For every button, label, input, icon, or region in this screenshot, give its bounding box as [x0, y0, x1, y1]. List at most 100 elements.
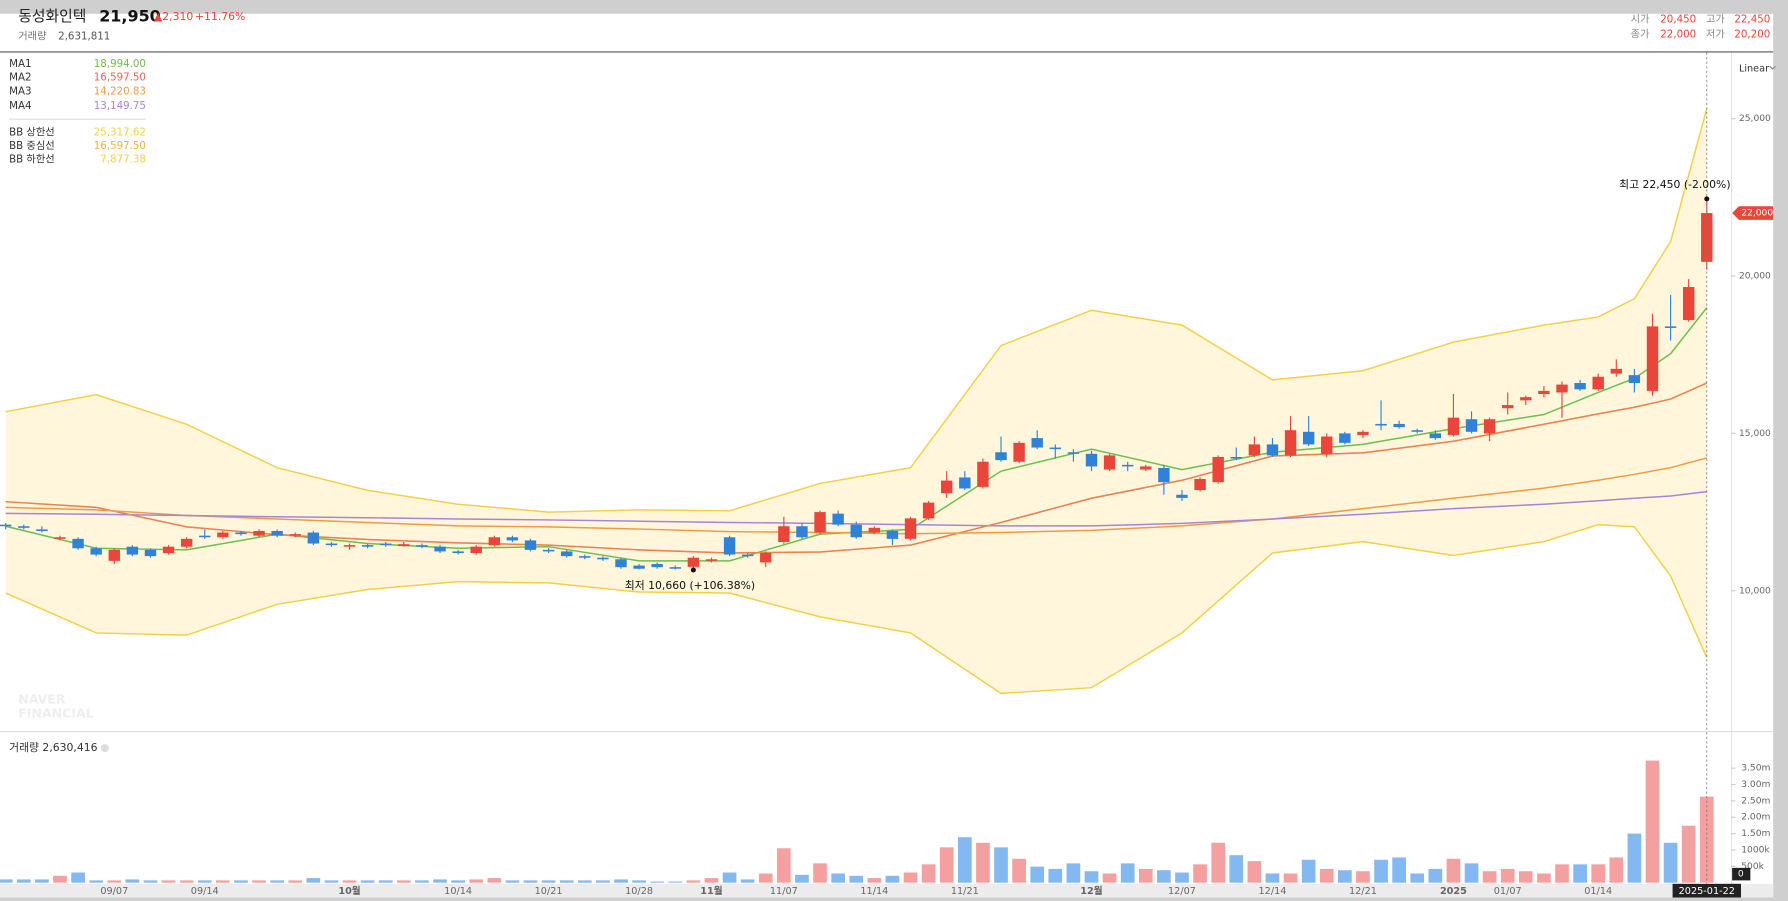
- candle-body: [54, 537, 66, 539]
- candle-body: [398, 544, 410, 547]
- scale-toggle[interactable]: Linear: [1739, 63, 1769, 74]
- ohlc-label: 시가: [1631, 13, 1650, 25]
- legend-value: 7,877.38: [100, 154, 146, 166]
- volume-settings-icon[interactable]: [100, 744, 109, 753]
- candle-body: [217, 532, 229, 538]
- legend-name: MA4: [9, 100, 31, 112]
- stock-name: 동성화인텍: [18, 8, 86, 25]
- candle-body: [1031, 438, 1043, 448]
- volume-bar: [396, 880, 411, 883]
- overlay-line: [5, 523, 1708, 695]
- legend-name: BB 중심선: [9, 140, 55, 152]
- candle-body: [814, 512, 826, 533]
- candle-body: [1339, 433, 1351, 443]
- candle-body: [542, 549, 555, 552]
- crosshair-date-box: [1672, 883, 1741, 898]
- candle-body: [108, 549, 120, 561]
- annotation-dot: [690, 567, 696, 573]
- legend-name: BB 상한선: [9, 126, 55, 138]
- candle-body: [760, 552, 772, 563]
- x-tick-label: 2025: [1440, 886, 1467, 897]
- volume-tick-label: 2.00m: [1741, 813, 1770, 823]
- volume-bar: [197, 880, 212, 883]
- x-tick-label: 09/14: [191, 886, 219, 897]
- volume-bar: [795, 874, 809, 883]
- overlay-line: [5, 457, 1707, 535]
- volume-bar: [849, 875, 864, 883]
- candle-body: [180, 538, 193, 547]
- candle-body: [832, 513, 844, 525]
- volume-bar: [1175, 872, 1189, 883]
- candle-body: [977, 461, 989, 487]
- volume-bar: [71, 872, 85, 883]
- candle-body: [633, 565, 645, 569]
- volume-bar: [903, 872, 918, 883]
- legend-value: 18,994.00: [94, 58, 146, 70]
- volume-bar: [957, 837, 972, 883]
- candle-body: [144, 549, 157, 557]
- overlay-line: [5, 490, 1707, 527]
- header: 동성화인텍 21,950 ▲2,310 +11.76% 거래량 2,631,81…: [18, 7, 1770, 43]
- candle-body: [90, 548, 102, 555]
- volume-bar: [16, 879, 31, 883]
- volume-tick-label: 3.00m: [1741, 780, 1770, 790]
- candle-body: [615, 559, 627, 568]
- overlay-line: [5, 108, 1708, 513]
- x-tick-label: 10/21: [535, 886, 563, 897]
- volume-bar: [216, 880, 230, 883]
- candle-body: [778, 526, 790, 542]
- volume-bar: [270, 880, 284, 883]
- candle-body: [723, 537, 736, 555]
- volume-bar: [324, 880, 339, 883]
- volume-value: 2,631,811: [58, 31, 110, 43]
- candle-body: [1212, 456, 1224, 483]
- legend-value: 13,149.75: [94, 100, 146, 112]
- candle-body: [1302, 431, 1315, 445]
- volume-bar: [1048, 868, 1063, 883]
- volume-bar: [1410, 873, 1425, 883]
- scale-chevron[interactable]: [1769, 65, 1776, 70]
- candle-body: [1140, 466, 1152, 470]
- candle-body: [886, 530, 899, 539]
- ohlc-value: 22,450: [1734, 13, 1770, 25]
- watermark: FINANCIAL: [18, 705, 93, 720]
- volume-tick-label: 1000k: [1741, 845, 1770, 855]
- volume-bar: [0, 879, 13, 883]
- cursor-value-label: 0: [1738, 870, 1744, 880]
- volume-bar: [1283, 873, 1298, 883]
- volume-bar: [686, 880, 701, 883]
- volume-bar: [1084, 871, 1099, 883]
- candle-body: [1682, 287, 1695, 321]
- candle-body: [0, 524, 12, 527]
- candle-body: [1646, 326, 1659, 391]
- volume-bar: [559, 880, 574, 883]
- volume-tick-label: 2.50m: [1741, 796, 1770, 806]
- candle-body: [1067, 452, 1080, 454]
- volume-bar: [1464, 863, 1479, 883]
- volume-bar: [1301, 859, 1316, 883]
- volume-bar: [35, 879, 49, 883]
- ohlc-label: 고가: [1706, 13, 1725, 25]
- candle-body: [1520, 397, 1532, 401]
- volume-bar: [831, 873, 845, 883]
- candle-body: [705, 559, 718, 561]
- x-tick-label: 12/21: [1349, 886, 1377, 897]
- volume-bar: [1338, 870, 1352, 883]
- candle-body: [199, 535, 211, 538]
- volume-bar: [53, 875, 67, 883]
- volume-bar: [994, 847, 1008, 883]
- overlay-line: [5, 307, 1708, 562]
- ohlc-value: 22,000: [1660, 28, 1696, 40]
- x-tick-label: 10월: [338, 885, 360, 897]
- candle-body: [669, 567, 681, 569]
- volume-bar: [288, 880, 303, 883]
- volume-bar: [1120, 863, 1135, 883]
- volume-bar: [523, 880, 538, 883]
- candle-body: [126, 546, 139, 555]
- stock-price: 21,950: [99, 7, 161, 26]
- cursor-value-box: [1732, 867, 1751, 881]
- candle-body: [253, 530, 265, 536]
- volume-bar: [1157, 870, 1171, 883]
- y-tick-label: 25,000: [1739, 114, 1771, 124]
- candle-body: [1158, 468, 1170, 483]
